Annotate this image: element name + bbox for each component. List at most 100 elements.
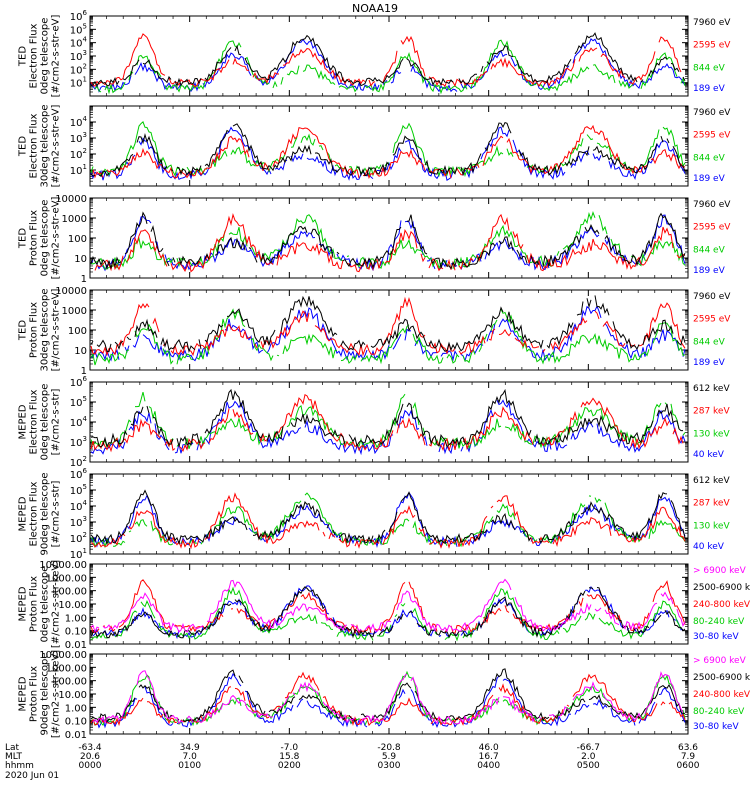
series-line-844-ev (90, 211, 686, 270)
y-tick-label: 10000.00 (39, 650, 87, 661)
y-tick-label: 10.00 (58, 600, 87, 611)
y-axis-label-line: MEPED (18, 404, 29, 439)
y-axis-label-line: [#/cm2-s-str-keV] (51, 560, 62, 648)
y-axis-label-line: TED (18, 46, 29, 67)
y-tick-label: 0.01 (65, 730, 87, 741)
series-line-2595-ev (94, 213, 686, 273)
legend-entry: 2500-6900 keV (693, 583, 750, 593)
y-tick-label: 1 (81, 274, 87, 285)
legend-entry: 612 keV (693, 384, 730, 394)
y-tick-label: 1000 (62, 306, 87, 317)
series-line-7960-ev (90, 211, 686, 270)
y-axis-label-line: Electron Flux (29, 389, 40, 454)
y-axis-label-line: 30deg telescope (40, 288, 51, 371)
y-axis-label-line: MEPED (18, 496, 29, 531)
legend-entry: 240-800 keV (693, 690, 750, 700)
y-tick-label: 101 (70, 76, 87, 90)
x-tick-label: 16.7 (479, 752, 499, 762)
y-axis-label-line: [#/cm2-s-str-eV] (51, 289, 62, 372)
x-tick-label: 46.0 (479, 743, 499, 753)
series-traces (91, 33, 686, 95)
series-line--6900-kev (90, 578, 686, 634)
y-axis-label-line: TED (18, 320, 29, 341)
series-line-30-80-kev (90, 672, 686, 729)
x-tick-label: 0400 (477, 761, 500, 771)
legend-entry: 40 keV (693, 542, 725, 552)
x-tick-label: -7.0 (281, 743, 299, 753)
date-label: 2020 Jun 01 (5, 771, 59, 781)
x-tick-label: 20.6 (80, 752, 100, 762)
x-tick-label: 63.6 (678, 743, 698, 753)
y-tick-label: 1000.00 (46, 663, 87, 674)
legend-entry: 2595 eV (693, 41, 731, 51)
y-tick-label: 10000.00 (39, 560, 87, 571)
legend-entry: 844 eV (693, 63, 726, 73)
legend-entry: 30-80 keV (693, 632, 739, 642)
y-tick-label: 102 (70, 147, 87, 161)
y-tick-label: 102 (70, 531, 87, 545)
legend-entry: > 6900 keV (693, 566, 747, 576)
y-tick-label: 103 (70, 49, 87, 63)
legend-entry: 287 keV (693, 499, 730, 509)
series-traces (90, 668, 686, 729)
y-tick-label: 1.00 (65, 613, 87, 624)
legend-entry: 130 keV (693, 521, 730, 531)
series-line-844-ev (94, 39, 686, 95)
y-tick-label: 104 (70, 415, 88, 429)
y-axis-label-line: 90deg telescope (40, 652, 51, 735)
y-tick-label: 100 (68, 326, 87, 337)
y-tick-label: 100.00 (52, 677, 87, 688)
legend-entry: 844 eV (693, 245, 726, 255)
y-tick-label: 106 (70, 467, 88, 481)
y-tick-label: 10000 (55, 194, 87, 205)
y-axis-label-line: Electron Flux (29, 23, 40, 88)
x-tick-label: -66.7 (577, 743, 600, 753)
chart-title: NOAA19 (352, 2, 398, 15)
x-row-label-hhmm: hhmm (5, 761, 34, 771)
y-axis-label-line: 0deg telescope (40, 566, 51, 643)
series-line-240-800-kev (90, 671, 686, 727)
y-axis-label-line: Electron Flux (29, 481, 40, 546)
y-axis-label-line: 30deg telescope (40, 104, 51, 187)
series-line-2500-6900-kev (90, 668, 686, 723)
y-axis-label-line: TED (18, 136, 29, 157)
legend-entry: 2500-6900 keV (693, 673, 750, 683)
legend-entry: 80-240 keV (693, 707, 745, 717)
y-axis-label-line: Proton Flux (29, 576, 40, 632)
y-tick-label: 103 (70, 131, 87, 145)
legend-entry: 7960 eV (693, 200, 731, 210)
legend-entry: 2595 eV (693, 131, 731, 141)
y-tick-label: 10 (74, 346, 87, 357)
panel-4: 1 10 100 1000 10000 TED Proton Flux 30deg teles… (18, 286, 732, 377)
y-tick-label: 106 (70, 9, 88, 23)
legend-entry: 189 eV (693, 174, 726, 184)
y-axis-label-line: [#/cm2-s-str-eV] (51, 15, 62, 98)
y-tick-label: 1.00 (65, 703, 87, 714)
y-axis-label-line: 90deg telescope (40, 472, 51, 555)
legend-entry: 189 eV (693, 358, 726, 368)
y-axis-label-line: Electron Flux (29, 113, 40, 178)
y-axis-label-line: [#/cm2-s-str] (51, 388, 62, 455)
x-tick-label: 0000 (79, 761, 102, 771)
y-axis-label-line: MEPED (18, 676, 29, 711)
y-tick-label: 1000.00 (46, 573, 87, 584)
legend-entry: 287 keV (693, 407, 730, 417)
legend-entry: 7960 eV (693, 18, 731, 28)
x-row-label-lat: Lat (5, 743, 20, 753)
series-line-612-kev (90, 388, 683, 448)
series-line-40-kev (90, 399, 686, 456)
y-axis-label-line: Proton Flux (29, 666, 40, 722)
series-traces (90, 121, 686, 182)
y-tick-label: 104 (70, 36, 88, 50)
x-tick-label: 5.9 (382, 752, 397, 762)
y-tick-label: 101 (70, 547, 87, 561)
y-axis-label-line: 0deg telescope (40, 384, 51, 461)
legend-entry: 844 eV (693, 337, 726, 347)
y-tick-label: 105 (70, 22, 87, 36)
legend-entry: > 6900 keV (693, 656, 747, 666)
series-line--6900-kev (92, 670, 684, 725)
y-tick-label: 10.00 (58, 690, 87, 701)
